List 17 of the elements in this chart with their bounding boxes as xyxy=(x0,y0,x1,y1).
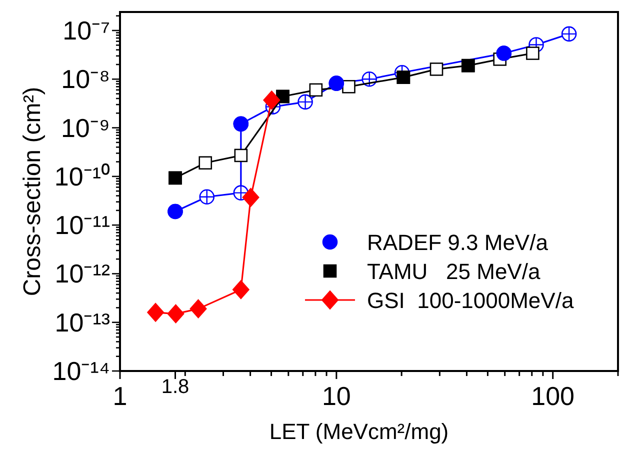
y-tick-label: 10⁻¹⁰ xyxy=(54,161,110,192)
y-tick-label: 10⁻¹³ xyxy=(54,307,110,338)
legend-label: GSI 100-1000MeV/a xyxy=(367,288,574,313)
legend-label: RADEF 9.3 MeV/a xyxy=(367,230,549,255)
x-tick-label: 10 xyxy=(322,381,351,411)
y-tick-label: 10⁻⁹ xyxy=(60,112,110,143)
x-tick-label: 100 xyxy=(531,381,575,411)
x-tick-label: 1 xyxy=(112,381,128,411)
y-tick-label: 10⁻¹² xyxy=(54,258,110,289)
y-tick-label: 10⁻¹⁴ xyxy=(52,356,110,386)
y-tick-label: 10⁻¹¹ xyxy=(54,210,110,240)
legend-label: TAMU 25 MeV/a xyxy=(367,259,541,284)
x-axis-title: LET (MeVcm²/mg) xyxy=(269,419,449,444)
y-tick-label: 10⁻⁷ xyxy=(62,15,110,46)
y-tick-label: 10⁻⁸ xyxy=(61,64,110,94)
y-axis-title: Cross-section (cm²) xyxy=(19,86,46,296)
x-tick-label: 1.8 xyxy=(161,376,190,398)
